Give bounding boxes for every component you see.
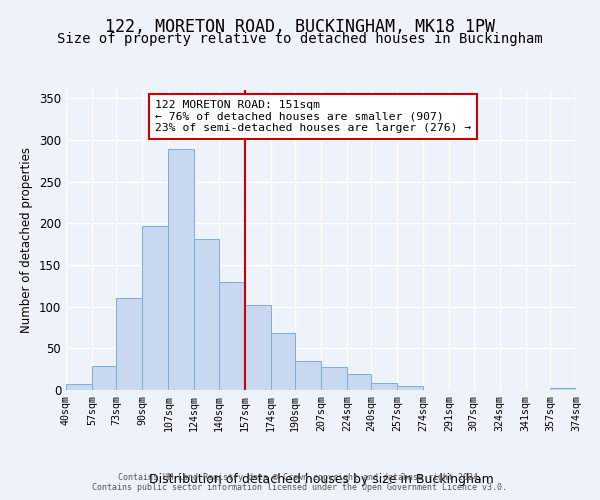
Bar (116, 298, 142, 390)
Bar (218, 282, 245, 390)
Bar (371, 382, 397, 390)
Bar (194, 239, 218, 390)
Bar (245, 305, 271, 390)
Bar (347, 374, 371, 390)
Bar (142, 226, 169, 390)
Bar (92, 366, 116, 390)
Bar (66, 384, 92, 390)
Bar (321, 366, 347, 390)
X-axis label: Distribution of detached houses by size in Buckingham: Distribution of detached houses by size … (149, 472, 493, 486)
Bar (271, 332, 295, 390)
Bar (397, 386, 424, 390)
Text: Contains HM Land Registry data © Crown copyright and database right 2024.
Contai: Contains HM Land Registry data © Crown c… (92, 473, 508, 492)
Bar (550, 388, 576, 390)
Bar (295, 361, 321, 390)
Text: 122 MORETON ROAD: 151sqm
← 76% of detached houses are smaller (907)
23% of semi-: 122 MORETON ROAD: 151sqm ← 76% of detach… (155, 100, 471, 133)
Text: Size of property relative to detached houses in Buckingham: Size of property relative to detached ho… (57, 32, 543, 46)
Y-axis label: Number of detached properties: Number of detached properties (20, 147, 34, 333)
Bar (169, 149, 194, 390)
Text: 122, MORETON ROAD, BUCKINGHAM, MK18 1PW: 122, MORETON ROAD, BUCKINGHAM, MK18 1PW (105, 18, 495, 36)
